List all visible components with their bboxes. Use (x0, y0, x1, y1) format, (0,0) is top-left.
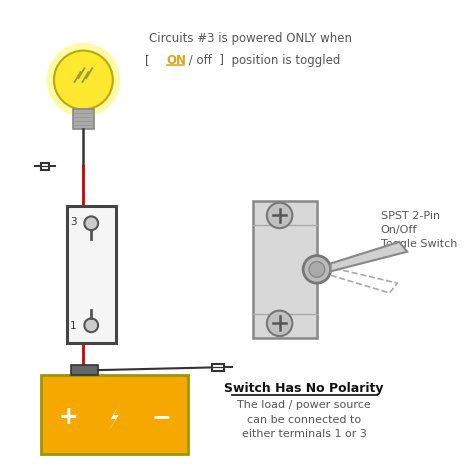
Bar (67, 206, 116, 343)
Text: SPST 2-Pin
On/Off
Toggle Switch: SPST 2-Pin On/Off Toggle Switch (381, 210, 457, 248)
Circle shape (309, 262, 325, 277)
Text: 3: 3 (70, 217, 76, 228)
Circle shape (84, 319, 98, 332)
Text: ON: ON (167, 54, 187, 66)
Circle shape (303, 255, 331, 283)
Circle shape (54, 51, 113, 109)
Text: The load / power source
can be connected to
either terminals 1 or 3: The load / power source can be connected… (237, 400, 371, 439)
Text: +: + (59, 405, 79, 429)
Bar (212, 364, 224, 371)
Bar (71, 365, 98, 375)
Circle shape (47, 44, 120, 116)
Text: [: [ (145, 54, 157, 66)
Bar (41, 163, 49, 170)
Polygon shape (109, 403, 121, 431)
Text: / off  ]  position is toggled: / off ] position is toggled (185, 54, 341, 66)
Text: −: − (151, 405, 171, 429)
Circle shape (84, 217, 98, 230)
Circle shape (267, 203, 292, 228)
Text: Circuits #3 is powered ONLY when: Circuits #3 is powered ONLY when (149, 32, 352, 45)
Polygon shape (331, 242, 407, 271)
Circle shape (267, 310, 292, 336)
Text: 1: 1 (70, 321, 76, 331)
Bar (253, 201, 317, 338)
Bar (41, 375, 188, 454)
Text: Switch Has No Polarity: Switch Has No Polarity (224, 382, 384, 395)
Bar (73, 109, 94, 129)
